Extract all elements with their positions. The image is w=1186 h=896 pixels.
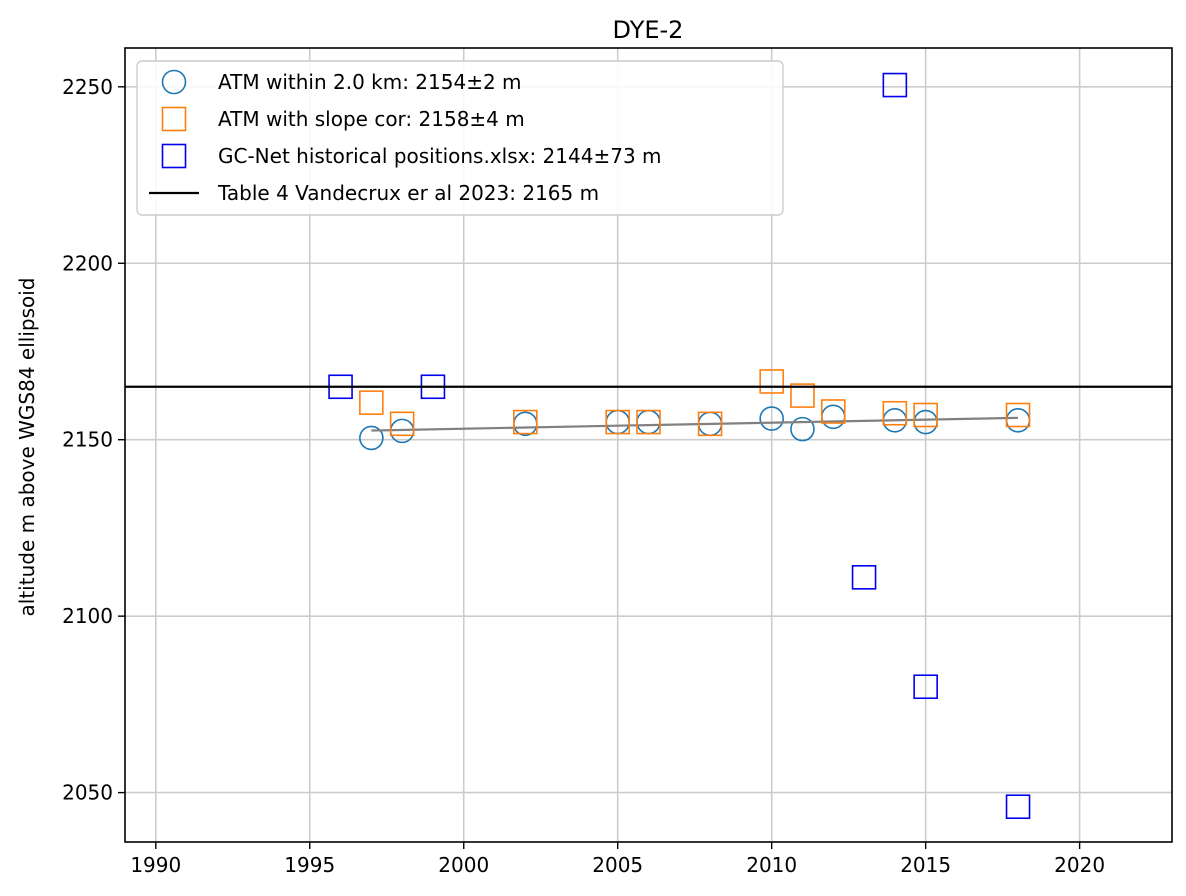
legend: ATM within 2.0 km: 2154±2 m ATM with slop… bbox=[136, 60, 784, 216]
data-point-circle bbox=[359, 425, 384, 451]
legend-marker-square bbox=[161, 106, 187, 132]
legend-label: ATM with slope cor: 2158±4 m bbox=[218, 107, 525, 131]
x-tick-label: 2015 bbox=[900, 853, 951, 877]
data-point-square bbox=[1005, 402, 1031, 428]
data-point-square bbox=[851, 565, 877, 590]
chart-title: DYE-2 bbox=[613, 16, 684, 44]
data-point-square bbox=[605, 409, 631, 435]
data-point-square bbox=[882, 400, 908, 426]
data-point-circle bbox=[759, 406, 784, 431]
data-point-square bbox=[1005, 794, 1031, 820]
data-point-square bbox=[913, 674, 938, 700]
x-tick-label: 1995 bbox=[284, 853, 335, 877]
plot-area bbox=[125, 72, 1172, 820]
ticks: 1990 1995 2000 2005 2010 2015 2020 2050 2100 2150… bbox=[62, 75, 1105, 877]
trend-line bbox=[371, 416, 1019, 432]
legend-box bbox=[136, 60, 784, 216]
legend-label: Table 4 Vandecrux er al 2023: 2165 m bbox=[217, 181, 599, 205]
y-tick-label: 2150 bbox=[62, 428, 113, 452]
data-point-square bbox=[882, 72, 908, 98]
x-tick-label: 2000 bbox=[438, 853, 489, 877]
legend-label: GC-Net historical positions.xlsx: 2144±7… bbox=[218, 144, 662, 168]
y-tick-label: 2050 bbox=[62, 781, 113, 805]
y-tick-label: 2200 bbox=[62, 251, 113, 275]
y-tick-label: 2250 bbox=[62, 75, 113, 99]
data-point-square bbox=[913, 402, 938, 428]
data-point-square bbox=[636, 409, 661, 435]
data-point-circle bbox=[790, 416, 815, 442]
x-tick-label: 2005 bbox=[592, 853, 643, 877]
y-tick-label: 2100 bbox=[62, 604, 113, 628]
data-point-square bbox=[389, 411, 415, 437]
y-axis-label: altitude m above WGS84 ellipsoid bbox=[15, 278, 39, 617]
data-point-square bbox=[513, 409, 538, 435]
x-tick-label: 1990 bbox=[130, 853, 181, 877]
data-point-square bbox=[790, 383, 815, 408]
legend-marker-circle bbox=[161, 69, 187, 95]
legend-marker-square bbox=[161, 143, 187, 169]
data-point-square bbox=[820, 399, 846, 424]
data-point-square bbox=[359, 390, 384, 415]
x-tick-label: 2010 bbox=[746, 853, 797, 877]
x-tick-label: 2020 bbox=[1054, 853, 1105, 877]
legend-label: ATM within 2.0 km: 2154±2 m bbox=[218, 70, 522, 94]
axes-frame bbox=[124, 47, 1173, 843]
data-point-square bbox=[697, 411, 723, 437]
data-point-square bbox=[759, 369, 784, 394]
